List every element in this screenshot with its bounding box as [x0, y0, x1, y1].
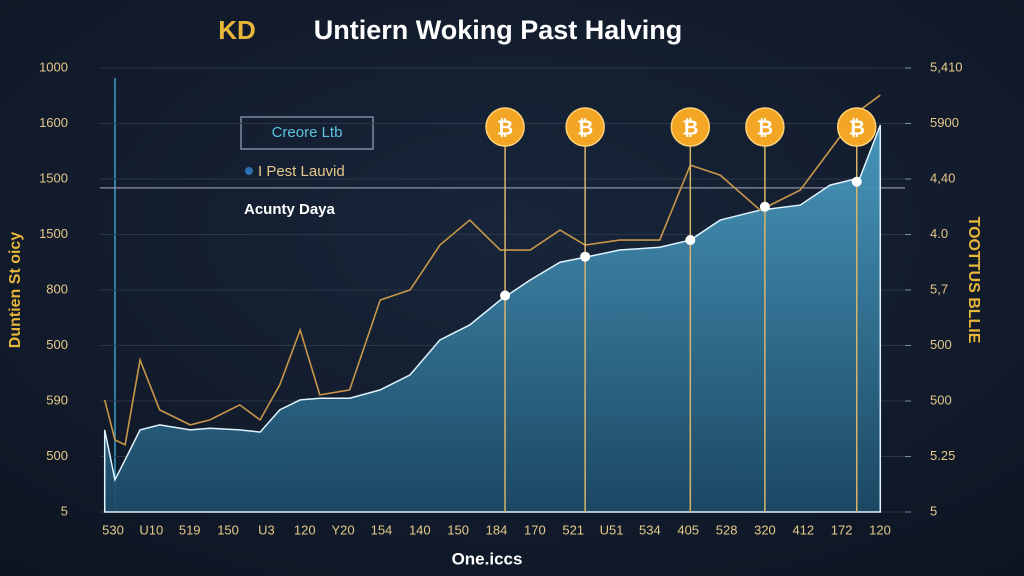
y-tick-label: 1500 — [39, 226, 68, 241]
y2-tick-label: 5,410 — [930, 59, 963, 74]
halving-point — [580, 251, 591, 262]
y2-tick-label: 5 — [930, 503, 937, 518]
coin — [670, 107, 711, 147]
x-tick-label: 521 — [562, 522, 584, 537]
legend-label: I Pest Lauvid — [258, 163, 345, 180]
logo: KD — [218, 15, 256, 45]
x-tick-label: Y20 — [332, 522, 355, 537]
y2-tick-label: 5,7 — [930, 281, 948, 296]
legend-box-label: Creore Ltb — [272, 124, 343, 141]
y2-tick-label: 5.25 — [930, 448, 955, 463]
x-tick-label: U10 — [139, 522, 163, 537]
x-axis-title: One.iccs — [452, 549, 523, 568]
y-axis-title: Duntien St oicy — [7, 232, 24, 349]
y-tick-label: 1600 — [39, 115, 68, 130]
halving-point — [851, 176, 862, 187]
x-tick-label: 150 — [217, 522, 239, 537]
x-tick-label: 140 — [409, 522, 431, 537]
coin — [565, 107, 605, 147]
x-tick-label: 530 — [102, 522, 124, 537]
halving-point — [500, 290, 511, 301]
y-tick-label: 800 — [46, 281, 68, 296]
y-tick-label: 500 — [46, 448, 68, 463]
x-tick-label: 154 — [371, 522, 393, 537]
x-tick-label: 120 — [294, 522, 316, 537]
coin — [745, 107, 785, 147]
x-tick-label: U51 — [600, 522, 624, 537]
coin — [485, 107, 525, 147]
halving-point — [685, 235, 696, 246]
y-tick-label: 1500 — [39, 170, 68, 185]
x-tick-label: 170 — [524, 522, 546, 537]
coin-symbol: ₿ — [682, 117, 698, 139]
x-tick-label: 534 — [639, 522, 661, 537]
y2-tick-label: 4.0 — [930, 226, 948, 241]
x-tick-label: 150 — [447, 522, 469, 537]
x-tick-label: 519 — [179, 522, 201, 537]
x-tick-label: U3 — [258, 522, 275, 537]
price-line — [103, 94, 881, 447]
halving-point — [759, 201, 770, 212]
x-tick-label: 172 — [831, 522, 853, 537]
y-tick-label: 5 — [61, 503, 68, 518]
coin — [836, 107, 877, 147]
coin-symbol: ₿ — [757, 117, 773, 139]
x-tick-label: 120 — [869, 522, 891, 537]
x-tick-label: 412 — [792, 522, 814, 537]
y-tick-label: 590 — [46, 392, 68, 407]
x-tick-label: 528 — [716, 522, 738, 537]
y2-tick-label: 4,40 — [930, 170, 955, 185]
area — [103, 124, 882, 513]
y2-tick-label: 5900 — [930, 115, 959, 130]
annotation: Acunty Daya — [244, 201, 336, 218]
y-tick-label: 500 — [46, 337, 68, 352]
chart-title: Untiern Woking Past Halving — [314, 15, 683, 45]
y-tick-label: 1000 — [39, 59, 68, 74]
coin-symbol: ₿ — [497, 117, 513, 139]
x-tick-label: 405 — [677, 522, 699, 537]
legend-marker — [245, 167, 253, 175]
x-tick-label: 184 — [486, 522, 508, 537]
x-tick-label: 320 — [754, 522, 776, 537]
y2-axis-title: TOOTTUS BLLIE — [965, 217, 982, 344]
y2-tick-label: 500 — [930, 392, 952, 407]
coin-symbol: ₿ — [577, 117, 593, 139]
coin-symbol: ₿ — [849, 117, 865, 139]
legend-box — [240, 116, 374, 150]
y2-tick-label: 500 — [930, 337, 952, 352]
